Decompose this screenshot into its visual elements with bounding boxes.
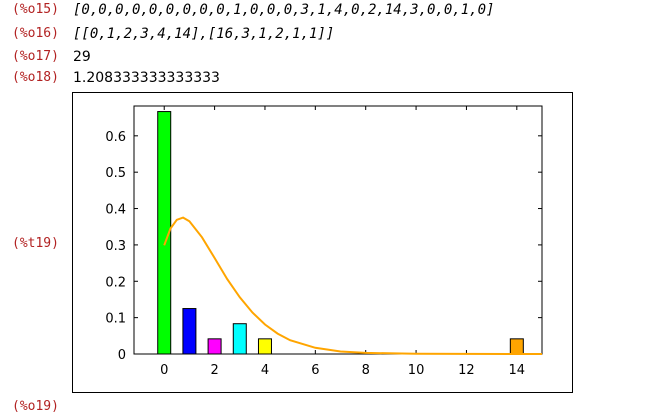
histogram-bar [182, 308, 197, 355]
y-tick-label: 0.1 [105, 312, 126, 327]
output-label: (%o18) [12, 70, 59, 85]
output-label: (%o16) [12, 26, 59, 41]
histogram-chart: 0 2 4 6 8 10 12 14 0 0.1 0.2 0.3 0.4 0.5 0.6 [105, 105, 543, 378]
plot-axes-box [133, 105, 543, 355]
x-tick-label: 8 [362, 363, 370, 378]
output-label: (%o17) [12, 49, 59, 64]
histogram-bar [157, 111, 172, 355]
x-tick-label: 6 [311, 363, 319, 378]
output-value: [[0,1,2,3,4,14],[16,3,1,2,1,1]] [73, 26, 335, 42]
histogram-bar [509, 338, 524, 355]
y-tick-label: 0.6 [105, 130, 126, 145]
histogram-bar [232, 323, 247, 355]
output-value: [0,0,0,0,0,0,0,0,0,1,0,0,0,3,1,4,0,2,14,… [73, 2, 495, 18]
x-tick-label: 2 [210, 363, 218, 378]
y-tick-label: 0.5 [105, 166, 126, 181]
output-label: (%o15) [12, 2, 59, 17]
density-curve [163, 216, 543, 355]
y-tick-label: 0 [118, 348, 126, 363]
plot-frame[interactable]: 0 2 4 6 8 10 12 14 0 0.1 0.2 0.3 0.4 0.5 0.6 [72, 92, 573, 393]
output-label: (%o19) [12, 399, 59, 414]
x-tick-label: 4 [261, 363, 269, 378]
x-tick-label: 0 [160, 363, 168, 378]
x-tick-label: 10 [408, 363, 425, 378]
y-tick-label: 0.3 [105, 239, 126, 254]
output-value: 1.208333333333333 [73, 70, 220, 86]
y-tick-label: 0.4 [105, 203, 126, 218]
x-tick-label: 12 [458, 363, 475, 378]
y-tick-label: 0.2 [105, 275, 126, 290]
histogram-bar [257, 338, 272, 355]
output-value: 29 [73, 49, 91, 65]
histogram-bar [207, 338, 222, 355]
plot-label: (%t19) [12, 236, 59, 251]
x-tick-label: 14 [509, 363, 526, 378]
